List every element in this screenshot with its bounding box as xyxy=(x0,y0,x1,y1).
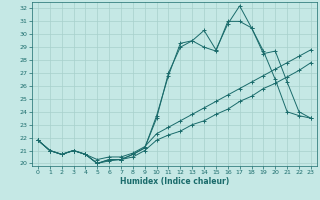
X-axis label: Humidex (Indice chaleur): Humidex (Indice chaleur) xyxy=(120,177,229,186)
